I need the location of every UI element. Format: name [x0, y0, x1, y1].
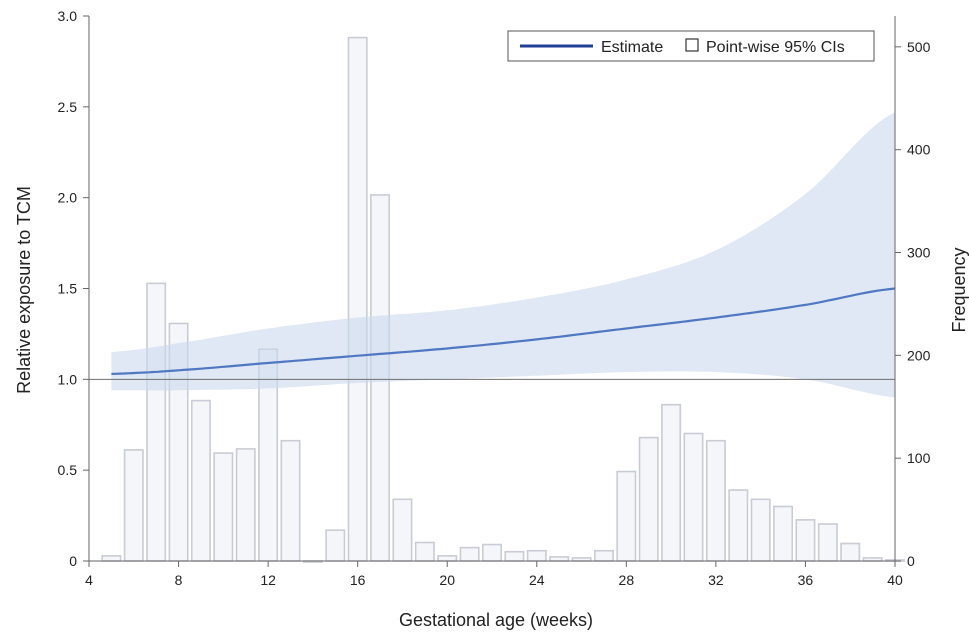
histogram-bar — [437, 555, 458, 562]
x-tick-label: 24 — [529, 572, 545, 588]
x-tick-label: 40 — [887, 572, 903, 588]
x-tick-label: 12 — [260, 572, 276, 588]
x-tick-label: 8 — [175, 572, 183, 588]
histogram-bar — [795, 519, 816, 562]
y-tick-label: 2.5 — [58, 99, 78, 115]
histogram-bar — [705, 439, 726, 562]
y-right-tick-label: 300 — [907, 245, 931, 261]
estimate-line-group — [111, 287, 896, 375]
histogram-bar — [347, 36, 368, 562]
histogram-bar — [414, 541, 435, 562]
histogram-bar — [683, 432, 704, 562]
confidence-band — [111, 112, 895, 398]
y-tick-label: 0 — [69, 553, 77, 569]
histogram-bar — [213, 452, 234, 562]
histogram-bar — [593, 549, 614, 562]
histogram-bar — [235, 448, 256, 562]
x-tick-label: 20 — [439, 572, 455, 588]
x-tick-label: 4 — [85, 572, 93, 588]
histogram-bar — [750, 498, 771, 562]
axes: 4 8 12 16 20 24 28 32 36 4000.51.01.52.02.53.0010… — [58, 8, 931, 588]
y-tick-label: 1.5 — [58, 281, 78, 297]
y-right-axis-title: Frequency — [949, 247, 969, 332]
histogram-bar — [728, 489, 749, 562]
histogram-bar — [280, 439, 301, 562]
y-tick-label: 1.0 — [58, 371, 78, 387]
confidence-band-group — [111, 112, 895, 398]
y-right-tick-label: 100 — [907, 450, 931, 466]
y-right-tick-label: 500 — [907, 39, 931, 55]
histogram-bar — [526, 549, 547, 562]
y-tick-label: 3.0 — [58, 8, 78, 24]
legend: Estimate Point-wise 95% CIs — [507, 30, 875, 62]
histogram-bar — [549, 556, 570, 562]
histogram-bar — [325, 529, 346, 562]
x-tick-label: 32 — [708, 572, 724, 588]
y-tick-label: 0.5 — [58, 462, 78, 478]
histogram-bar — [392, 498, 413, 562]
histogram-bar — [504, 550, 525, 562]
histogram-bar — [817, 523, 838, 562]
histogram-bar — [482, 543, 502, 562]
estimate-line — [111, 287, 896, 375]
y-axis-title: Relative exposure to TCM — [14, 186, 34, 394]
histogram-bar — [101, 555, 122, 562]
y-tick-label: 2.0 — [58, 190, 78, 206]
x-tick-label: 16 — [350, 572, 366, 588]
legend-ci-swatch — [685, 38, 699, 52]
histogram-bar — [773, 505, 794, 562]
y-right-tick-label: 200 — [907, 347, 931, 363]
histogram-bar — [638, 436, 659, 562]
histogram-bar — [661, 403, 682, 562]
legend-estimate-label: Estimate — [601, 39, 663, 56]
histogram-bar — [146, 282, 167, 562]
y-right-tick-label: 0 — [907, 553, 915, 569]
x-axis-title: Gestational age (weeks) — [399, 610, 593, 630]
histogram-bar — [459, 546, 480, 562]
x-tick-label: 28 — [619, 572, 635, 588]
histogram-bar — [616, 470, 637, 562]
x-tick-label: 36 — [798, 572, 814, 588]
y-right-tick-label: 400 — [907, 142, 931, 158]
legend-ci-label: Point-wise 95% CIs — [706, 39, 845, 56]
histogram-bar — [123, 449, 144, 562]
histogram-bar — [840, 542, 861, 562]
histogram-bar — [190, 399, 211, 562]
